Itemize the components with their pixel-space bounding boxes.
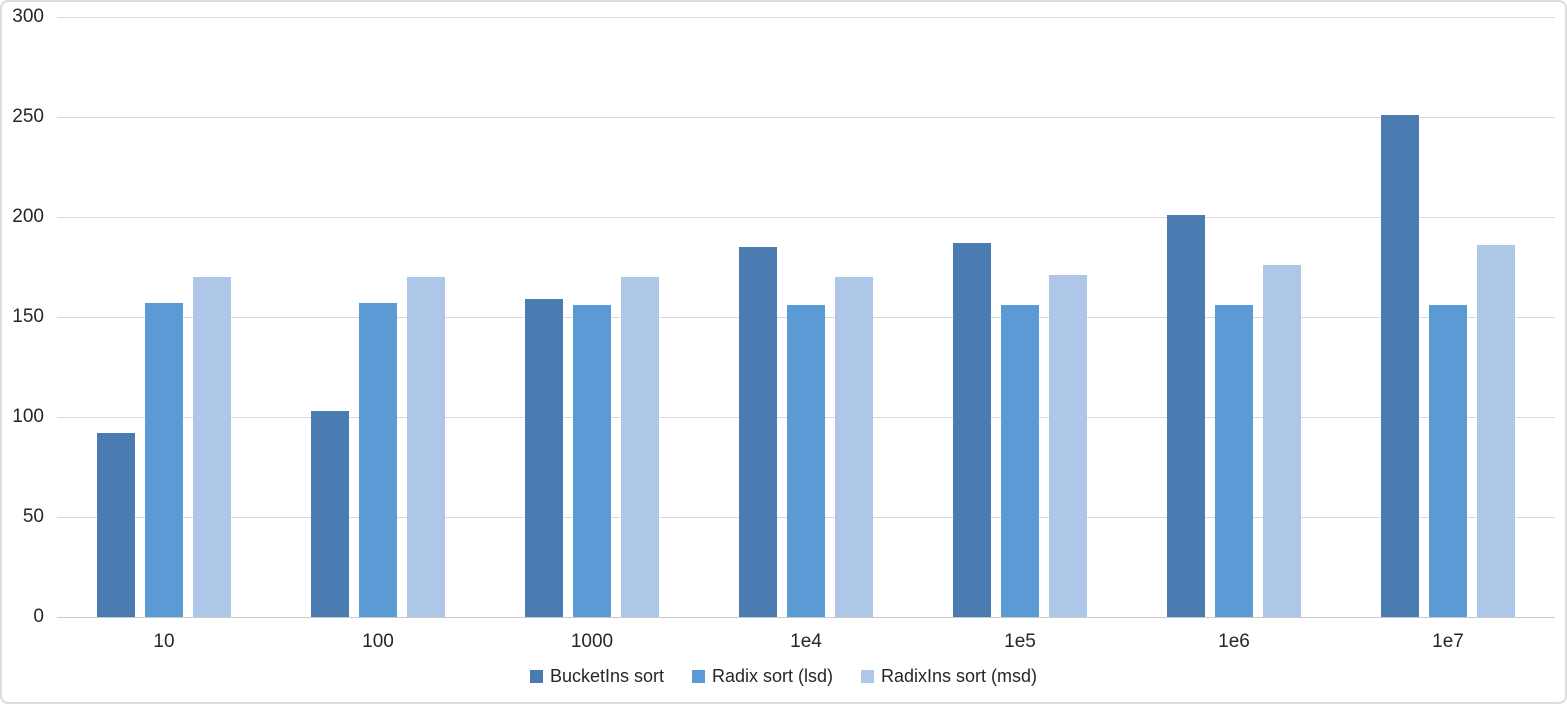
legend-label: RadixIns sort (msd)	[881, 666, 1038, 686]
bar-radix-sort-lsd-1000	[573, 305, 611, 617]
bar-radix-sort-lsd-100	[359, 303, 397, 617]
y-axis-tick-label: 300	[12, 6, 44, 27]
gridline	[57, 17, 1555, 18]
bar-bucketins-sort-10	[97, 433, 135, 617]
bar-radixins-sort-msd-1e4	[835, 277, 873, 617]
bar-radixins-sort-msd-1e7	[1477, 245, 1515, 617]
bar-radixins-sort-msd-10	[193, 277, 231, 617]
legend-item-radix-sort-lsd: Radix sort (lsd)	[691, 666, 834, 687]
legend-swatch-icon	[861, 670, 875, 683]
bar-radix-sort-lsd-1e7	[1429, 305, 1467, 617]
bar-bucketins-sort-1e4	[739, 247, 777, 617]
x-axis-category-label: 1e4	[790, 631, 822, 652]
x-axis-category-label: 10	[153, 631, 175, 652]
chart-legend: BucketIns sort Radix sort (lsd) RadixIns s…	[0, 666, 1567, 687]
legend-swatch-icon	[691, 670, 705, 683]
y-axis-tick-label: 100	[12, 406, 44, 427]
bar-radixins-sort-msd-1000	[621, 277, 659, 617]
bar-radix-sort-lsd-10	[145, 303, 183, 617]
x-axis-category-label: 1e5	[1004, 631, 1036, 652]
y-axis-tick-label: 200	[12, 206, 44, 227]
bar-bucketins-sort-100	[311, 411, 349, 617]
y-axis-tick-label: 150	[12, 306, 44, 327]
bar-bucketins-sort-1e7	[1381, 115, 1419, 617]
y-axis-tick-label: 250	[12, 106, 44, 127]
y-axis-tick-label: 0	[33, 606, 44, 627]
bar-bucketins-sort-1000	[525, 299, 563, 617]
bar-radix-sort-lsd-1e6	[1215, 305, 1253, 617]
bar-radixins-sort-msd-1e6	[1263, 265, 1301, 617]
bar-bucketins-sort-1e5	[953, 243, 991, 617]
bar-radix-sort-lsd-1e5	[1001, 305, 1039, 617]
bar-radixins-sort-msd-1e5	[1049, 275, 1087, 617]
gridline	[57, 117, 1555, 118]
legend-item-radixins-sort-msd: RadixIns sort (msd)	[861, 666, 1037, 687]
legend-item-bucketins-sort: BucketIns sort	[529, 666, 664, 687]
bar-bucketins-sort-1e6	[1167, 215, 1205, 617]
y-axis-tick-label: 50	[22, 506, 44, 527]
x-axis-category-label: 100	[362, 631, 394, 652]
x-axis-category-label: 1000	[570, 631, 614, 652]
gridline	[57, 217, 1555, 218]
x-axis-category-label: 1e6	[1218, 631, 1250, 652]
bar-radixins-sort-msd-100	[407, 277, 445, 617]
legend-label: Radix sort (lsd)	[711, 666, 834, 686]
x-axis-category-label: 1e7	[1432, 631, 1464, 652]
bar-radix-sort-lsd-1e4	[787, 305, 825, 617]
x-axis-line	[57, 617, 1555, 618]
legend-label: BucketIns sort	[549, 666, 664, 686]
legend-swatch-icon	[529, 670, 543, 683]
